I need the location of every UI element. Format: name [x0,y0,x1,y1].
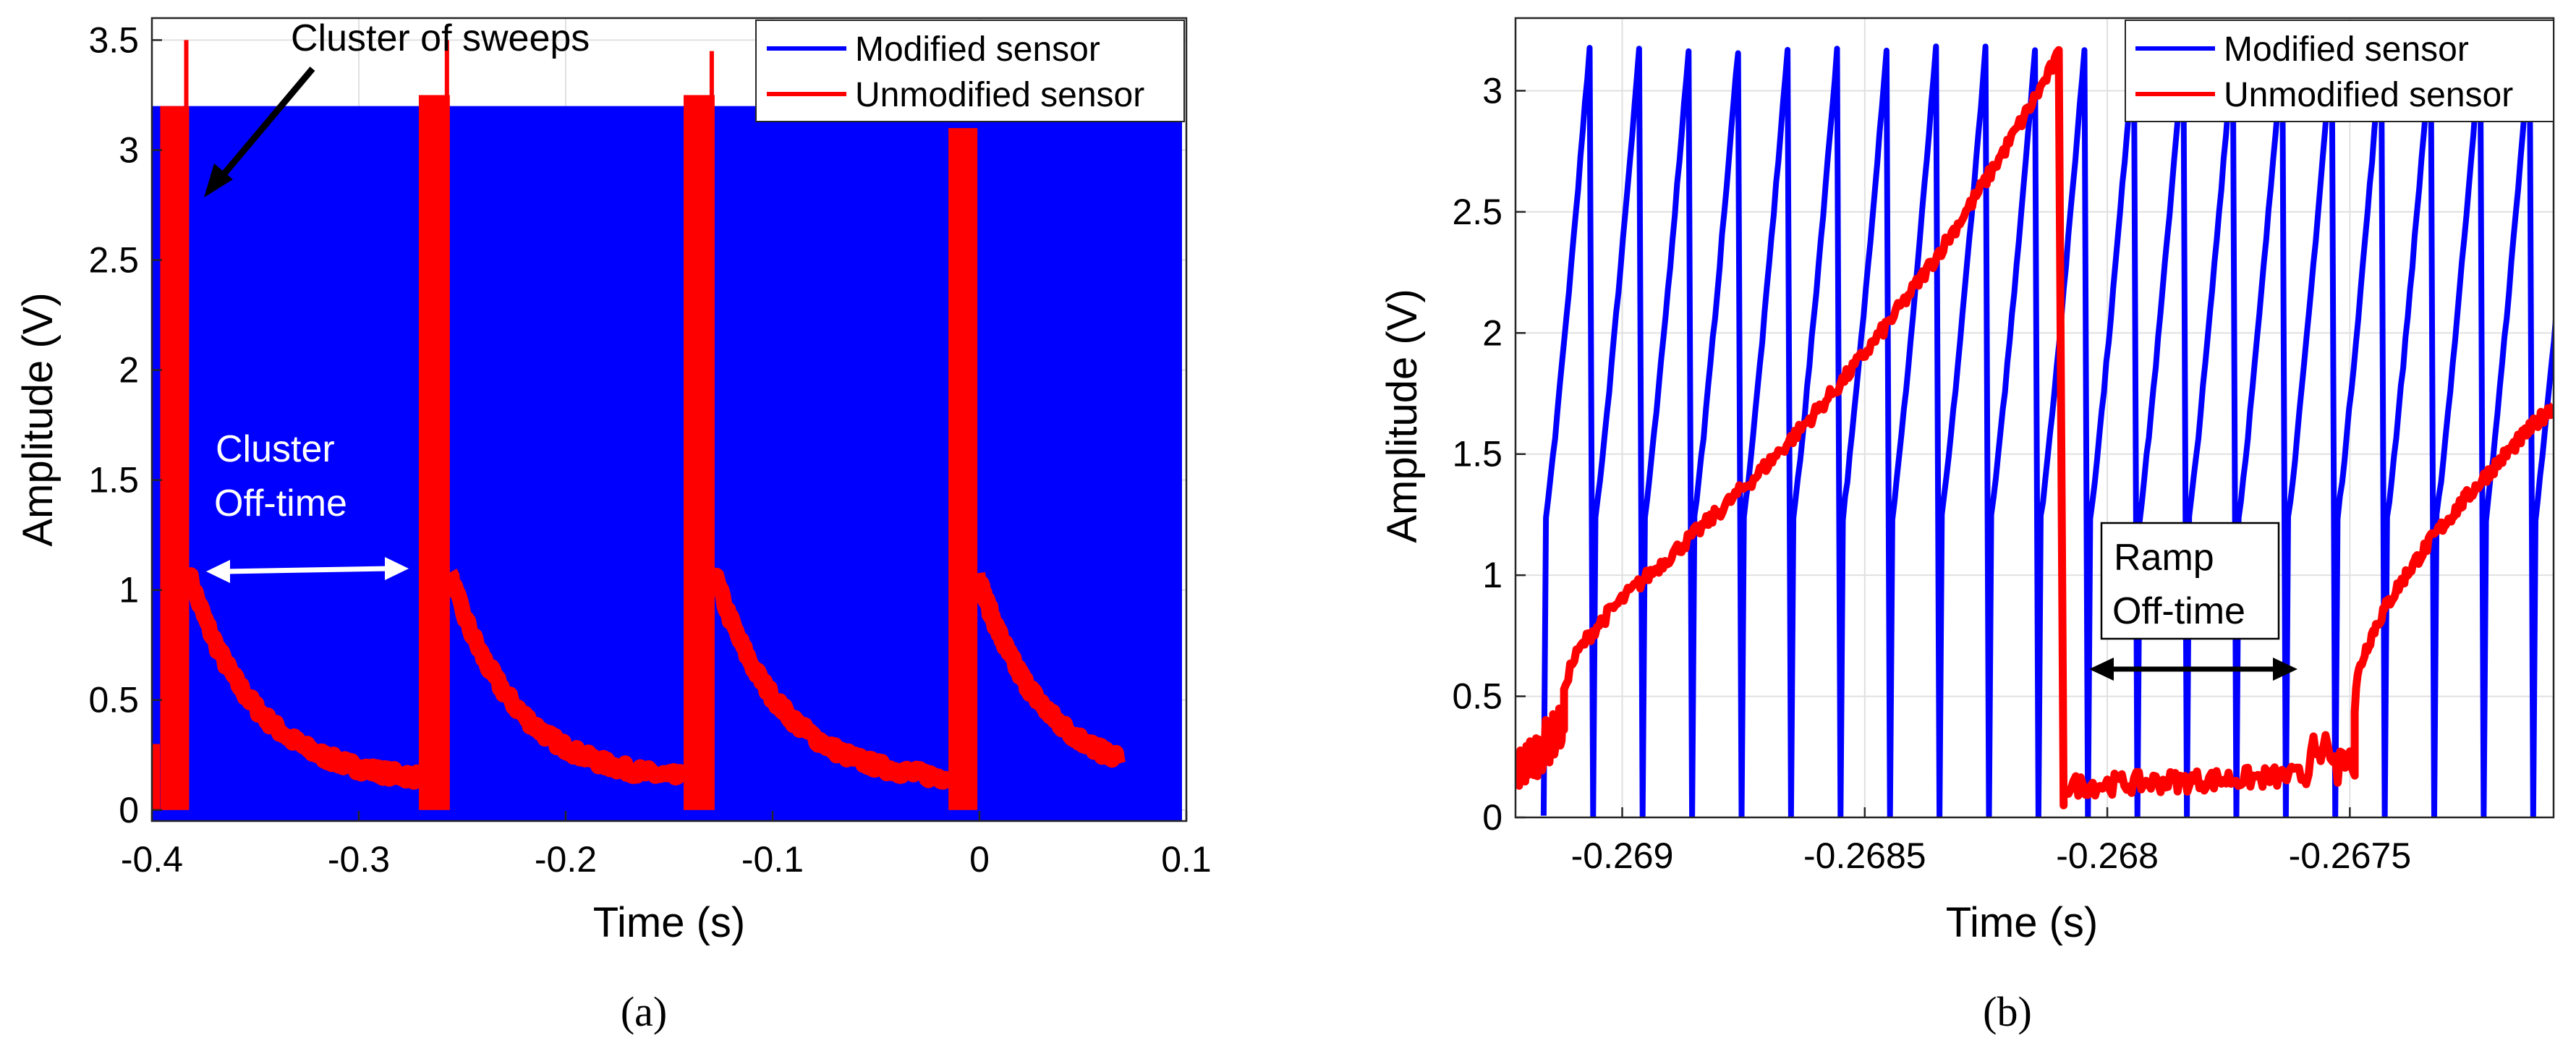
chart-b-legend: Modified sensor Unmodified sensor [2125,20,2554,122]
chart-a-ticks: -0.4 -0.3 -0.2 -0.1 0 0.1 0 0.5 1 1.5 2 2.5 3 3.5 [88,20,1211,880]
chart-b: -0.269 -0.2685 -0.268 -0.267500.511.522.53 … [1379,17,2555,1035]
annotation-cluster-offtime-arrowhead-left [206,560,230,583]
legend-b-modified-label: Modified sensor [2224,30,2469,69]
chart-a-x-tick-label: 0 [969,839,990,880]
unmodified-cluster-block [948,128,978,810]
chart-b-x-tick-label: -0.2675 [2289,835,2412,876]
unmodified-sensor-ramp [1516,46,2554,809]
chart-a-y-tick-label: 2 [119,350,139,391]
chart-a-y-tick-label: 1 [119,570,139,611]
chart-b-ylabel: Amplitude (V) [1379,289,1426,543]
chart-b-unmodified-series [1516,46,2554,809]
chart-b-y-tick-label: 3 [1482,70,1502,111]
chart-a-y-tick-label: 3 [119,129,139,170]
annotation-ramp-line2: Off-time [2112,590,2245,632]
chart-b-y-tick-label: 1.5 [1452,434,1502,475]
legend-a-unmodified-label: Unmodified sensor [855,76,1144,114]
chart-a-ylabel: Amplitude (V) [14,292,61,546]
annotation-cluster-arrow [214,67,315,184]
chart-b-axes-frame [1514,17,2555,819]
chart-b-y-tick-label: 0 [1482,797,1502,838]
chart-a-x-tick-label: 0.1 [1161,839,1212,880]
chart-a-x-tick-label: -0.2 [535,839,597,880]
chart-a-y-tick-label: 0 [119,790,139,830]
annotation-cluster-offtime-arrow [225,566,390,574]
unmodified-decay-line [708,567,955,790]
chart-a-x-tick-label: -0.4 [121,839,183,880]
legend-a-modified-label: Modified sensor [855,30,1100,69]
chart-a-xlabel: Time (s) [593,899,745,946]
chart-b-panel-label: (b) [1983,988,2032,1035]
annotation-cluster-offtime-line2: Off-time [214,482,347,524]
annotation-cluster-offtime-arrowhead-right [385,557,409,580]
chart-b-xlabel: Time (s) [1946,899,2098,946]
annotation-ramp-arrowhead-right [2273,658,2297,681]
chart-b-x-tick-label: -0.2685 [1803,835,1926,876]
chart-b-y-tick-label: 0.5 [1452,676,1502,717]
chart-a-legend: Modified sensor Unmodified sensor [755,20,1185,122]
legend-b-unmodified-label: Unmodified sensor [2224,76,2513,114]
annotation-cluster-arrowhead [204,163,233,197]
modified-sensor-sawtooth [1540,43,2554,817]
modified-sensor-band [152,106,1182,822]
chart-b-y-tick-label: 2 [1482,312,1502,353]
unmodified-decay-line [969,572,1126,769]
chart-a-y-tick-label: 0.5 [88,680,139,720]
chart-a: -0.4 -0.3 -0.2 -0.1 0 0.1 0 0.5 1 1.5 2 2.5 3 3.5 Amp… [14,17,1212,1035]
unmodified-decay-line [182,567,427,790]
chart-a-x-tick-label: -0.1 [741,839,804,880]
unmodified-cluster-block [684,95,715,810]
chart-a-x-tick-label: -0.3 [328,839,390,880]
annotation-cluster-of-sweeps: Cluster of sweeps [291,17,590,59]
annotation-ramp-arrowhead-left [2089,658,2114,681]
chart-a-axes-frame [150,17,1188,822]
chart-a-unmodified-series [153,40,1126,810]
chart-b-y-tick-label: 2.5 [1452,192,1502,232]
chart-b-modified-series [1540,43,2554,817]
chart-a-panel-label: (a) [621,988,667,1035]
annotation-cluster-offtime-line1: Cluster [216,428,335,470]
chart-b-ticks: -0.269 -0.2685 -0.268 -0.2675 0 0.5 1 1.5 2 2.5 3 [1452,70,2411,876]
unmodified-decay-line [443,567,691,787]
unmodified-cluster-block [160,106,190,810]
chart-a-y-tick-label: 1.5 [88,460,139,501]
annotation-ramp-offtime: Ramp Off-time [2089,522,2297,681]
chart-a-y-tick-label: 2.5 [88,240,139,281]
chart-a-modified-series [152,106,1182,822]
chart-a-y-tick-label: 3.5 [88,20,139,60]
chart-b-x-tick-label: -0.268 [2056,835,2159,876]
unmodified-cluster-block [418,95,450,810]
chart-b-x-tick-label: -0.269 [1571,835,1674,876]
annotation-ramp-line1: Ramp [2114,537,2214,579]
chart-b-y-tick-label: 1 [1482,555,1502,595]
